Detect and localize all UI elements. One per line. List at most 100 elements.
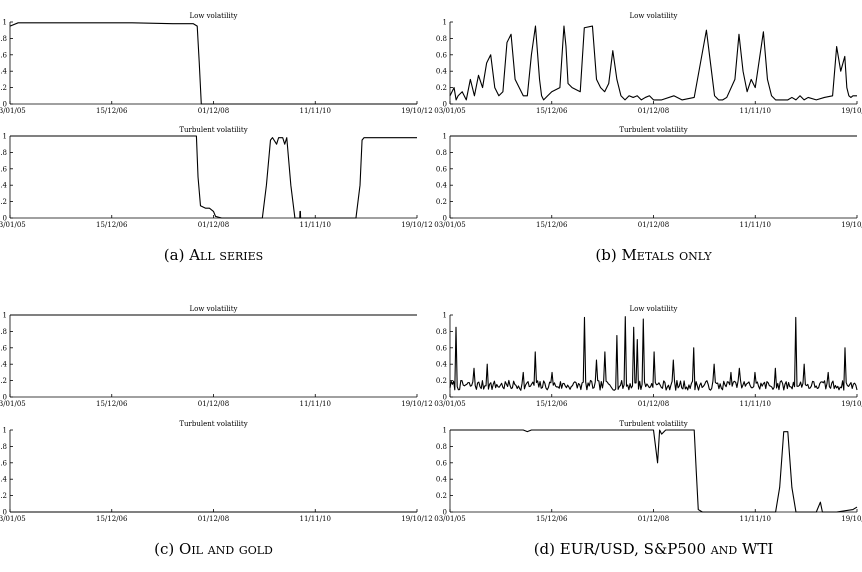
y-tick-label: 0 [3,101,7,109]
x-tick-label: 11/11/10 [740,221,771,229]
y-tick-label: 1 [443,427,447,435]
x-tick-label: 11/11/10 [300,515,331,523]
x-tick-label: 01/12/08 [198,515,229,523]
y-tick-label: 0.8 [436,149,447,157]
caption-text: All series [189,246,264,264]
y-tick-label: 0.6 [436,459,448,467]
y-tick-label: 0.8 [0,35,7,43]
y-tick-label: 0 [443,101,447,109]
series-line [449,316,858,391]
y-tick-label: 0.8 [0,149,7,157]
y-tick-label: 1 [3,312,7,320]
y-tick-label: 1 [443,312,447,320]
chart-title: Low volatility [190,12,238,20]
y-tick-label: 0.4 [0,476,8,484]
y-tick-label: 1 [3,133,7,141]
x-tick-label: 03/01/05 [0,107,26,115]
caption-prefix: (a) [163,246,190,264]
y-tick-label: 0.4 [0,361,8,369]
y-tick-label: 0.4 [436,182,448,190]
chart-3-1: Turbulent volatility 0 0.2 0.4 0.6 0.8 1 03/01/… [434,420,862,523]
y-tick-label: 0.2 [436,84,447,92]
x-tick-label: 03/01/05 [434,515,465,523]
x-tick-label: 19/10/12 [841,221,862,229]
y-tick-label: 0.2 [436,198,447,206]
x-tick-label: 01/12/08 [638,400,669,408]
x-tick-label: 03/01/05 [0,400,26,408]
y-tick-label: 0.8 [0,328,7,336]
x-tick-label: 19/10/12 [401,107,432,115]
x-tick-label: 19/10/12 [401,400,432,408]
chart-title: Turbulent volatility [179,126,247,134]
y-tick-label: 0.6 [436,165,448,173]
x-tick-label: 11/11/10 [740,107,771,115]
x-tick-label: 11/11/10 [740,400,771,408]
chart-0-0: Low volatility 0 0.2 0.4 0.6 0.8 1 03/01/05 15/1… [0,12,433,115]
y-tick-label: 0 [3,394,7,402]
x-tick-label: 01/12/08 [198,400,229,408]
series-line [450,429,858,513]
series-line [10,135,417,219]
caption-text: Oil and gold [179,540,273,558]
caption-prefix: (c) [154,540,180,558]
x-tick-label: 15/12/06 [96,515,128,523]
x-tick-label: 03/01/05 [434,221,465,229]
x-tick-label: 01/12/08 [638,515,669,523]
y-tick-label: 0.8 [436,328,447,336]
x-tick-label: 19/10/12 [841,400,862,408]
y-tick-label: 0.4 [436,68,448,76]
caption-a: (a) All series [164,246,263,264]
chart-title: Low volatility [630,12,678,20]
y-tick-label: 0.2 [0,492,7,500]
x-tick-label: 03/01/05 [434,107,465,115]
caption-d: (d) EUR/USD, S&P500 and WTI [534,540,774,558]
caption-text: EUR/USD, S&P500 and WTI [559,540,774,558]
x-tick-label: 01/12/08 [638,221,669,229]
y-tick-label: 0.4 [0,68,8,76]
y-tick-label: 1 [443,133,447,141]
caption-c: (c) Oil and gold [154,540,273,558]
series-line [9,22,417,105]
y-tick-label: 0 [3,509,7,517]
y-tick-label: 1 [3,427,7,435]
chart-0-1: Turbulent volatility 0 0.2 0.4 0.6 0.8 1 03/01/… [0,126,433,229]
x-tick-label: 19/10/12 [841,107,862,115]
y-tick-label: 0 [3,215,7,223]
y-tick-label: 0.4 [436,476,448,484]
y-tick-label: 0.4 [436,361,448,369]
y-tick-label: 0.8 [0,443,7,451]
y-tick-label: 0.2 [0,377,7,385]
chart-title: Turbulent volatility [179,420,247,428]
y-tick-label: 0.2 [436,377,447,385]
x-tick-label: 01/12/08 [198,107,229,115]
y-tick-label: 0.4 [0,182,8,190]
chart-title: Turbulent volatility [619,420,687,428]
y-tick-label: 0.6 [0,459,8,467]
y-tick-label: 0.6 [0,165,8,173]
y-tick-label: 0 [443,394,447,402]
chart-3-0: Low volatility 0 0.2 0.4 0.6 0.8 1 03/01/05 15/1… [434,305,862,408]
y-tick-label: 0.8 [436,35,447,43]
x-tick-label: 03/01/05 [0,515,26,523]
x-tick-label: 03/01/05 [0,221,26,229]
y-tick-label: 0.6 [0,51,8,59]
x-tick-label: 19/10/12 [841,515,862,523]
x-tick-label: 01/12/08 [198,221,229,229]
caption-b: (b) Metals only [595,246,711,264]
x-tick-label: 11/11/10 [300,400,331,408]
y-tick-label: 0.6 [436,51,448,59]
series-line [449,25,857,101]
x-tick-label: 01/12/08 [638,107,669,115]
x-tick-label: 15/12/06 [536,400,568,408]
y-tick-label: 0.6 [436,344,448,352]
x-tick-label: 15/12/06 [96,107,128,115]
chart-title: Low volatility [630,305,678,313]
y-tick-label: 0 [443,215,447,223]
x-tick-label: 11/11/10 [740,515,771,523]
y-tick-label: 0.2 [0,84,7,92]
caption-prefix: (b) [595,246,622,264]
caption-prefix: (d) [533,540,560,558]
x-tick-label: 19/10/12 [401,515,432,523]
chart-2-0: Low volatility 0 0.2 0.4 0.6 0.8 1 03/01/05 15/1… [0,305,433,408]
